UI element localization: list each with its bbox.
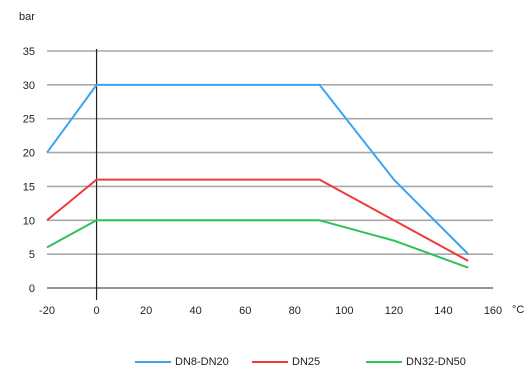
- legend-swatch: [366, 361, 402, 363]
- y-tick-label: 0: [29, 283, 35, 295]
- y-tick-label: 5: [29, 249, 35, 261]
- x-tick-label: 0: [93, 305, 99, 317]
- x-tick-label: 100: [335, 305, 353, 317]
- y-axis-label: bar: [19, 11, 35, 23]
- x-tick-label: 80: [289, 305, 301, 317]
- y-tick-label: 30: [23, 80, 35, 92]
- series-line-dn8-dn20: [46, 83, 469, 255]
- legend-item-dn32-dn50: DN32-DN50: [366, 352, 466, 372]
- legend-swatch: [135, 361, 171, 363]
- x-tick-label: 40: [190, 305, 202, 317]
- x-tick-labels: -20 0 20 40 60 80 100 120 140 160: [39, 305, 502, 317]
- legend-label: DN32-DN50: [406, 356, 466, 368]
- series-line-dn32-dn50: [46, 219, 469, 269]
- y-tick-label: 10: [23, 215, 35, 227]
- series-line-dn25: [46, 178, 469, 262]
- y-tick-labels: 0 5 10 15 20 25 30 35: [23, 46, 35, 295]
- legend-label: DN25: [292, 356, 321, 368]
- chart-series-layer: [46, 83, 469, 269]
- x-tick-label: 160: [484, 305, 502, 317]
- y-tick-label: 35: [23, 46, 35, 58]
- x-axis-unit-label: °C: [512, 304, 524, 316]
- x-tick-label: 140: [434, 305, 452, 317]
- x-tick-label: 120: [385, 305, 403, 317]
- y-tick-label: 20: [23, 148, 35, 160]
- x-tick-label: 20: [140, 305, 152, 317]
- legend-label: DN8-DN20: [175, 356, 229, 368]
- chart-legend: DN8-DN20 DN25 DN32-DN50: [0, 352, 531, 372]
- y-tick-label: 25: [23, 114, 35, 126]
- legend-swatch: [252, 361, 288, 363]
- x-tick-label: -20: [39, 305, 55, 317]
- x-tick-label: 60: [239, 305, 251, 317]
- y-tick-label: 15: [23, 181, 35, 193]
- legend-item-dn25: DN25: [252, 352, 320, 372]
- legend-item-dn8-dn20: DN8-DN20: [135, 352, 229, 372]
